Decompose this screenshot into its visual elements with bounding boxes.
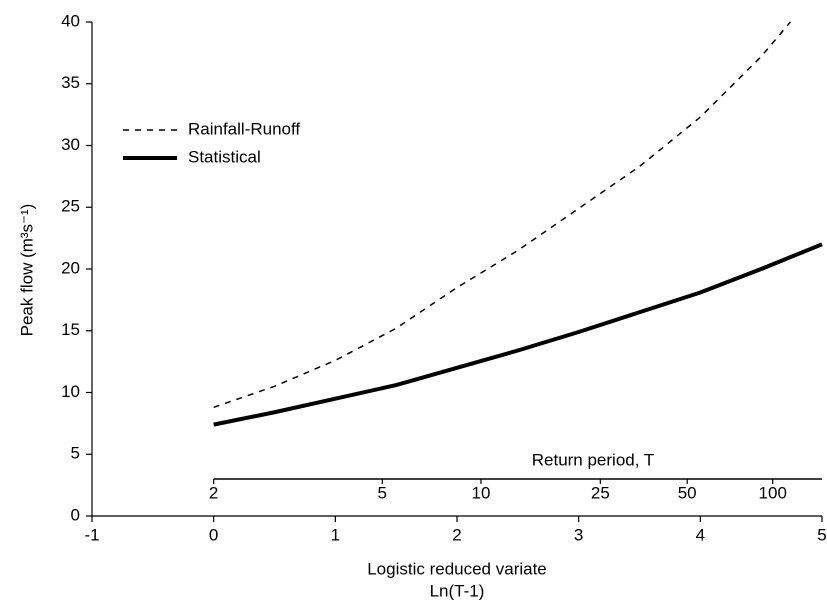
y-tick-label: 35 xyxy=(61,73,80,92)
x2-tick-label: 100 xyxy=(759,483,787,502)
x2-tick-label: 2 xyxy=(209,483,218,502)
x-tick-label: 4 xyxy=(696,525,705,544)
x-axis-label: Logistic reduced variate xyxy=(367,559,547,578)
x-tick-label: 2 xyxy=(452,525,461,544)
x2-tick-label: 10 xyxy=(472,483,491,502)
y-tick-label: 10 xyxy=(61,382,80,401)
x2-axis-label: Return period, T xyxy=(532,450,655,469)
x-tick-label: 3 xyxy=(574,525,583,544)
x-axis-label-2: Ln(T-1) xyxy=(430,581,485,600)
x-tick-label: 0 xyxy=(209,525,218,544)
y-tick-label: 15 xyxy=(61,320,80,339)
y-tick-label: 0 xyxy=(71,505,80,524)
legend-label: Statistical xyxy=(188,147,261,166)
x2-tick-label: 5 xyxy=(378,483,387,502)
y-tick-label: 25 xyxy=(61,197,80,216)
legend-label: Rainfall-Runoff xyxy=(188,119,300,138)
y-tick-label: 40 xyxy=(61,11,80,30)
x2-tick-label: 25 xyxy=(591,483,610,502)
y-tick-label: 20 xyxy=(61,258,80,277)
x2-tick-label: 50 xyxy=(678,483,697,502)
x-tick-label: -1 xyxy=(84,525,99,544)
y-axis-label: Peak flow (m³s⁻¹) xyxy=(17,204,36,337)
y-tick-label: 5 xyxy=(71,444,80,463)
y-tick-label: 30 xyxy=(61,135,80,154)
series-line xyxy=(213,21,791,409)
x-tick-label: 1 xyxy=(331,525,340,544)
series-line xyxy=(213,242,823,427)
x-tick-label: 5 xyxy=(817,525,826,544)
